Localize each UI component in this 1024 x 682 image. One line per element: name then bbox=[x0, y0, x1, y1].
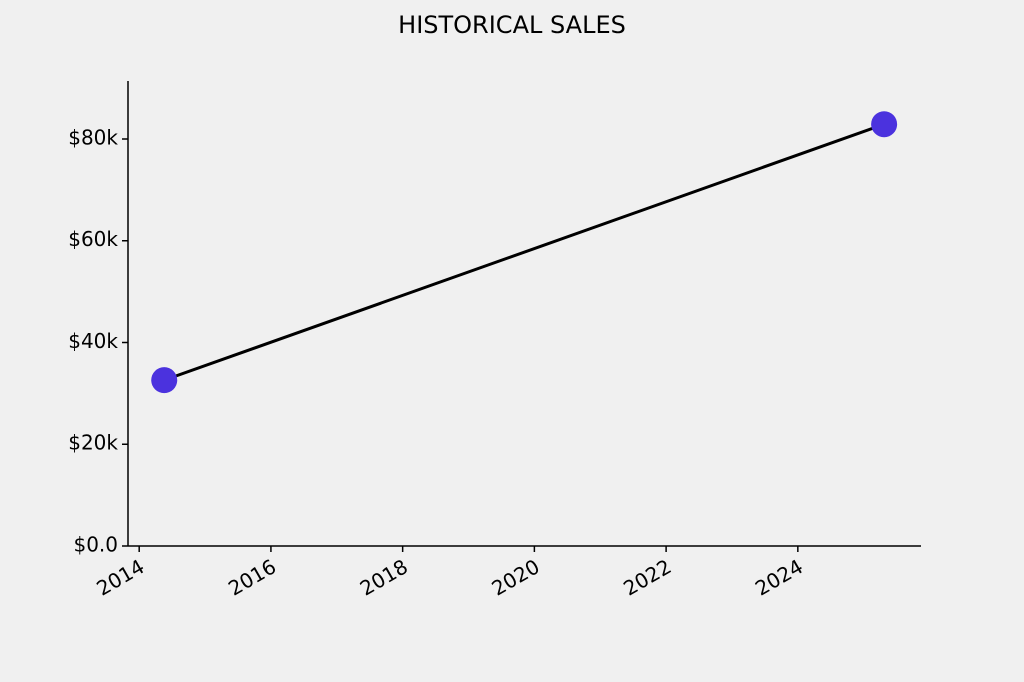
y-tick-label: $80k bbox=[68, 125, 118, 149]
chart-title: HISTORICAL SALES bbox=[398, 11, 626, 39]
y-tick-label: $20k bbox=[68, 431, 118, 455]
y-tick-label: $40k bbox=[68, 329, 118, 353]
marker bbox=[151, 367, 178, 394]
marker bbox=[871, 111, 898, 138]
y-tick-label: $60k bbox=[68, 227, 118, 251]
y-tick-label: $0.0 bbox=[73, 533, 118, 557]
line bbox=[163, 122, 885, 382]
